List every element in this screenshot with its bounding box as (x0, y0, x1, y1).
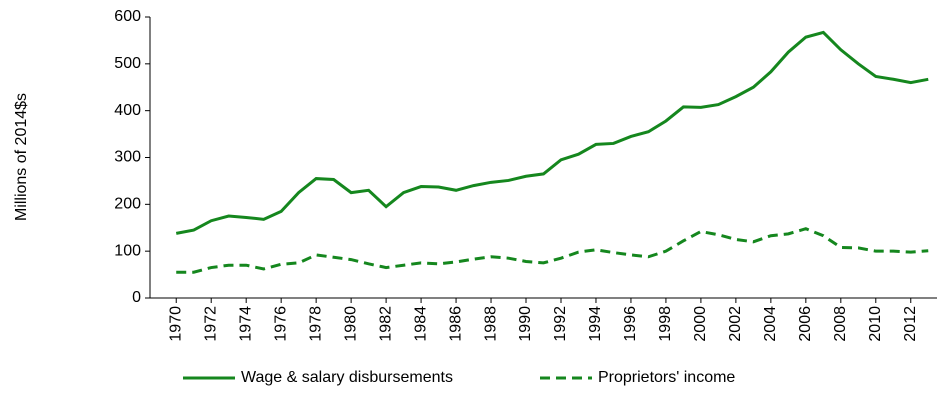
x-tick-label: 2004 (762, 306, 779, 342)
x-tick-label: 1972 (202, 306, 219, 342)
x-tick-label: 1986 (447, 306, 464, 342)
x-tick-label: 1978 (307, 306, 324, 342)
y-tick-label: 0 (132, 289, 141, 306)
y-tick-label: 500 (114, 55, 141, 72)
x-tick-label: 1982 (377, 306, 394, 342)
y-tick-label: 400 (114, 102, 141, 119)
x-tick-label: 1974 (237, 306, 254, 342)
x-tick-label: 1994 (587, 306, 604, 342)
x-tick-label: 1984 (412, 306, 429, 342)
x-tick-label: 1988 (482, 306, 499, 342)
x-tick-label: 1998 (657, 306, 674, 342)
y-tick-label: 600 (114, 8, 141, 25)
x-tick-label: 1970 (167, 306, 184, 342)
x-tick-label: 1976 (272, 306, 289, 342)
x-tick-label: 2010 (867, 306, 884, 342)
y-tick-label: 300 (114, 149, 141, 166)
y-tick-label: 100 (114, 242, 141, 259)
y-tick-label: 200 (114, 196, 141, 213)
legend-label: Wage & salary disbursements (241, 369, 453, 386)
x-tick-label: 2000 (692, 306, 709, 342)
x-tick-label: 2008 (832, 306, 849, 342)
x-tick-label: 2006 (797, 306, 814, 342)
x-tick-label: 2012 (902, 306, 919, 342)
x-tick-label: 1992 (552, 306, 569, 342)
x-tick-label: 1980 (342, 306, 359, 342)
legend-label: Proprietors' income (598, 369, 735, 386)
series-line (176, 227, 929, 274)
series-line (175, 30, 929, 235)
x-tick-label: 1996 (622, 306, 639, 342)
x-tick-label: 2002 (727, 306, 744, 342)
x-tick-label: 1990 (517, 306, 534, 342)
y-axis-label: Millions of 2014$s (13, 93, 30, 221)
